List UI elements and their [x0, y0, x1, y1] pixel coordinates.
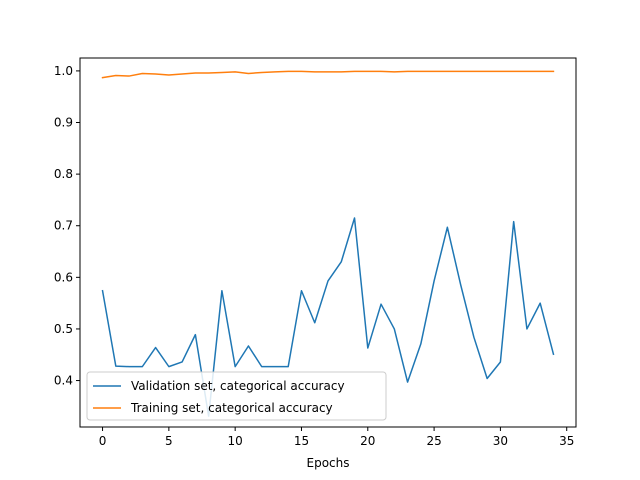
legend-label-0: Validation set, categorical accuracy: [131, 379, 345, 393]
x-tick-label: 20: [360, 434, 375, 448]
legend: Validation set, categorical accuracy Trai…: [86, 371, 387, 421]
x-tick-label: 0: [99, 434, 107, 448]
axes: 0 5 10 15 20 25 30 35 0.4 0.5 0.6 0.7 0.8 0.9 1.0: [54, 57, 577, 448]
y-tick-label: 1.0: [54, 64, 73, 78]
x-tick-label: 10: [228, 434, 243, 448]
y-tick-label: 0.5: [54, 322, 73, 336]
legend-label-1: Training set, categorical accuracy: [130, 401, 333, 415]
y-tick-label: 0.8: [54, 167, 73, 181]
y-tick-label: 0.7: [54, 219, 73, 233]
x-axis-title: Epochs: [307, 456, 350, 470]
series-line-0: [101, 217, 555, 417]
x-tick-label: 5: [165, 434, 173, 448]
plot-lines: [101, 70, 555, 417]
plot-frame: [79, 57, 577, 428]
x-tick-label: 30: [493, 434, 508, 448]
x-tick-label: 25: [426, 434, 441, 448]
y-tick-label: 0.6: [54, 270, 73, 284]
series-line-1: [101, 70, 555, 79]
y-tick-label: 0.4: [54, 374, 73, 388]
y-tick-label: 0.9: [54, 116, 73, 130]
legend-box: [86, 371, 387, 421]
x-tick-label: 35: [559, 434, 574, 448]
x-tick-label: 15: [294, 434, 309, 448]
